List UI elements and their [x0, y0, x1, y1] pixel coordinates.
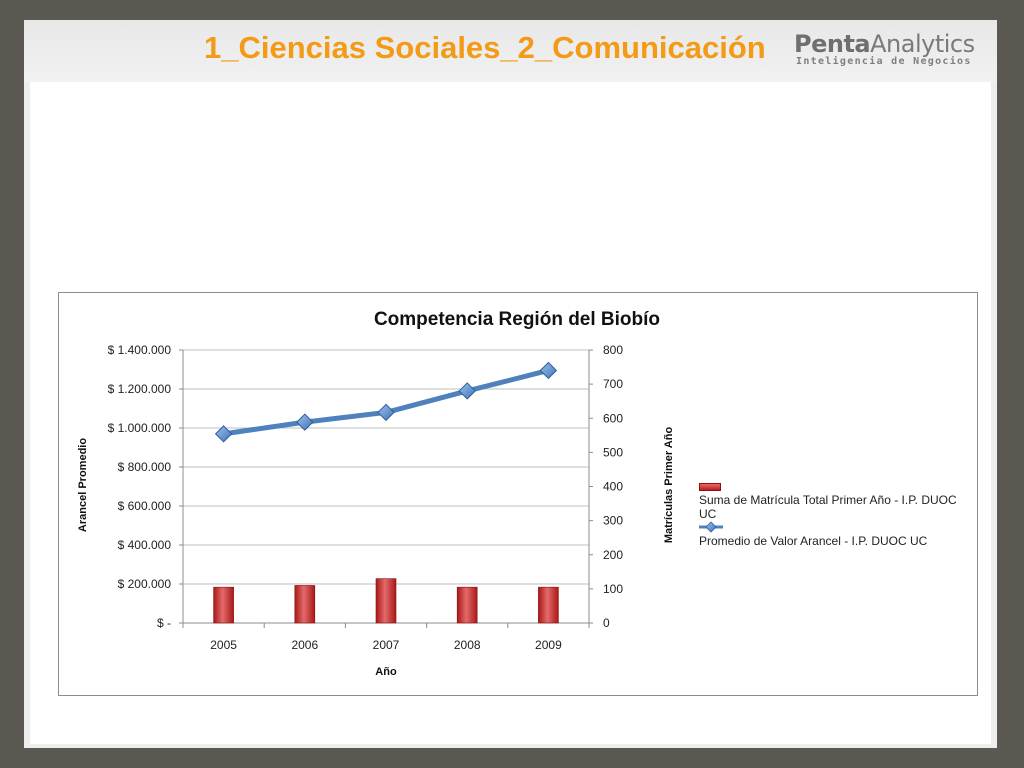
logo-wordmark-rest: Analytics: [870, 30, 975, 58]
series-line: [221, 367, 551, 437]
x-tick-label: 2008: [454, 638, 481, 652]
y-right-axis-label: Matrículas Primer Año: [663, 427, 675, 544]
y-left-tick-label: $ -: [157, 616, 171, 630]
line-point: [377, 403, 395, 422]
bar: [456, 586, 478, 624]
y-left-tick-label: $ 800.000: [118, 460, 172, 474]
y-right-tick-label: 300: [603, 514, 623, 528]
bar: [213, 586, 234, 624]
y-right-tick-label: 700: [603, 377, 623, 391]
y-right-tick-label: 100: [603, 582, 623, 596]
x-tick-label: 2005: [210, 638, 237, 652]
bar: [375, 578, 397, 624]
x-tick-label: 2006: [291, 638, 318, 652]
slide-title: 1_Ciencias Sociales_2_Comunicación: [204, 30, 766, 65]
y-right-tick-label: 600: [603, 411, 623, 425]
logo-wordmark-bold: Penta: [794, 30, 871, 58]
legend-label-matricula: Suma de Matrícula Total Primer Año - I.P…: [699, 493, 957, 521]
y-left-tick-label: $ 400.000: [118, 538, 172, 552]
slide-content: Competencia Región del Biobío $ - $ 200.0…: [30, 82, 991, 744]
line-point: [296, 413, 314, 431]
left-axis-ticks: $ - $ 200.000 $ 400.000 $ 600.000 $ 800.000 $…: [108, 343, 183, 630]
line-series: [214, 361, 558, 443]
chart-title: Competencia Región del Biobío: [374, 309, 660, 330]
legend-item-arancel: Promedio de Valor Arancel - I.P. DUOC UC: [699, 520, 977, 548]
line-point: [214, 425, 233, 443]
line-point: [539, 361, 558, 380]
logo-tagline: Inteligencia de Negocios: [796, 56, 972, 67]
y-left-tick-label: $ 1.000.000: [108, 421, 172, 435]
legend-item-matricula: Suma de Matrícula Total Primer Año - I.P…: [699, 479, 977, 521]
y-left-tick-label: $ 1.400.000: [108, 343, 172, 357]
bar: [538, 586, 559, 624]
y-left-tick-label: $ 600.000: [118, 499, 172, 513]
y-left-tick-label: $ 1.200.000: [108, 382, 172, 396]
legend-label-arancel: Promedio de Valor Arancel - I.P. DUOC UC: [699, 534, 928, 548]
y-right-tick-label: 400: [603, 480, 623, 494]
bar: [294, 585, 316, 624]
slide: 1_Ciencias Sociales_2_Comunicación Penta…: [24, 20, 997, 748]
chart-frame: Competencia Región del Biobío $ - $ 200.0…: [58, 292, 978, 696]
right-axis-ticks: 0 100 200 300 400 500 600 700 800: [589, 343, 623, 630]
line-point: [458, 382, 476, 400]
x-tick-label: 2007: [373, 638, 400, 652]
x-tick-label: 2009: [535, 638, 562, 652]
company-logo: PentaAnalytics Inteligencia de Negocios: [794, 30, 975, 67]
legend-bar-swatch: [699, 483, 721, 491]
logo-wordmark: PentaAnalytics: [794, 30, 975, 58]
legend-line-swatch: [699, 521, 723, 533]
y-right-tick-label: 0: [603, 616, 610, 630]
bar-series: [213, 578, 559, 624]
header-band: [24, 20, 997, 82]
x-axis-ticks: 2005 2006 2007 2008 2009: [182, 623, 590, 652]
y-right-tick-label: 500: [603, 445, 623, 459]
y-right-tick-label: 800: [603, 343, 623, 357]
y-left-tick-label: $ 200.000: [118, 577, 172, 591]
y-right-tick-label: 200: [603, 548, 623, 562]
y-left-axis-label: Arancel Promedio: [77, 438, 89, 532]
x-axis-label: Año: [375, 666, 397, 678]
combo-chart: Competencia Región del Biobío $ - $ 200.0…: [77, 309, 675, 678]
